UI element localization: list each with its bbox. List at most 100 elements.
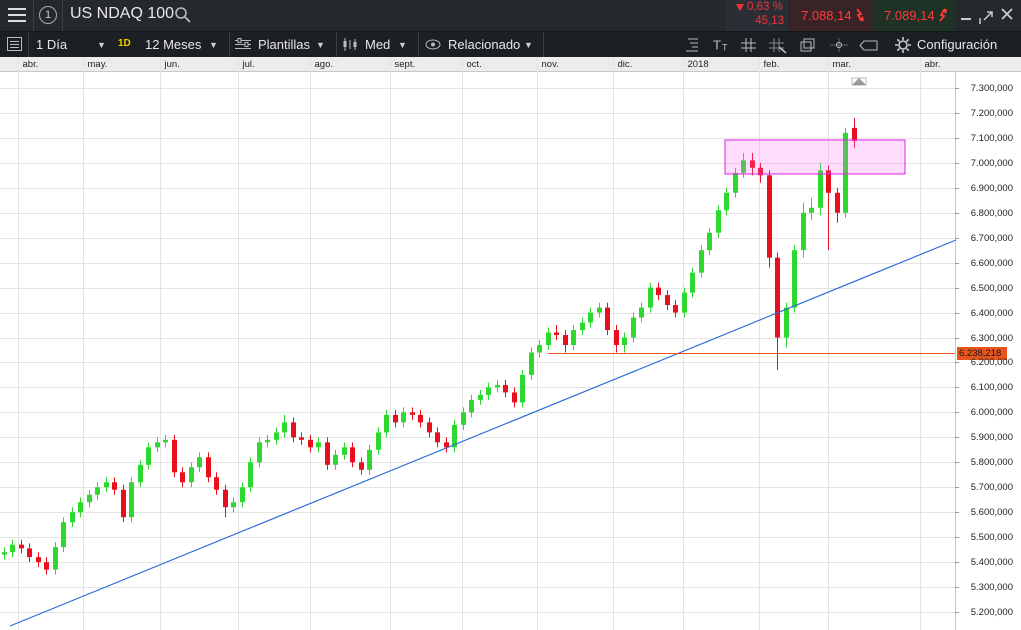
interval-select[interactable]: 1 Día: [36, 37, 68, 52]
y-tick-label: 5.800,000: [971, 457, 1013, 468]
candle-body: [648, 287, 653, 308]
candle-body: [843, 132, 848, 213]
candle-body: [104, 482, 109, 488]
candle-body: [61, 522, 66, 548]
link-badge[interactable]: 1: [39, 6, 57, 24]
candle-body: [597, 307, 602, 313]
candle-body: [503, 384, 508, 393]
candle-body: [767, 175, 772, 258]
candle-body: [563, 335, 568, 346]
candle-body: [801, 212, 806, 251]
trend-line[interactable]: [9, 239, 957, 627]
candle-body: [605, 307, 610, 331]
candle-body: [682, 292, 687, 313]
y-tick-label: 5.300,000: [971, 582, 1013, 593]
candle-body: [78, 502, 83, 513]
x-tick-label: abr.: [23, 59, 39, 70]
y-tick-label: 6.000,000: [971, 407, 1013, 418]
candle-body: [716, 210, 721, 233]
candle-body: [733, 172, 738, 193]
x-tick-label: dic.: [618, 59, 633, 70]
x-tick-label: jun.: [164, 59, 180, 70]
event-marker[interactable]: [852, 78, 866, 85]
candle-body: [724, 192, 729, 211]
sell-price: 7.088,14: [801, 8, 852, 23]
candle-body: [240, 487, 245, 503]
svg-text:T: T: [722, 42, 728, 52]
candle-body: [274, 432, 279, 440]
candle-body: [316, 442, 321, 448]
candle-body: [214, 477, 219, 490]
y-tick-label: 7.100,000: [971, 133, 1013, 144]
candle-body: [588, 312, 593, 323]
price-type-select[interactable]: Med: [365, 37, 391, 52]
panel-icon[interactable]: [7, 37, 22, 51]
y-tick-label: 6.100,000: [971, 382, 1013, 393]
templates-select[interactable]: Plantillas: [258, 37, 311, 52]
y-tick-label: 6.500,000: [971, 283, 1013, 294]
candle-body: [418, 414, 423, 423]
candle-body: [359, 462, 364, 470]
x-tick-label: mar.: [833, 59, 851, 70]
window-controls[interactable]: [956, 0, 1021, 31]
y-tick-label: 5.900,000: [971, 432, 1013, 443]
candle-body: [665, 295, 670, 306]
candle-body: [656, 287, 661, 296]
candle-body: [784, 307, 789, 338]
candle-body: [10, 544, 15, 553]
candle-body: [707, 232, 712, 251]
candle-body: [452, 424, 457, 448]
candle-body: [308, 439, 313, 448]
candle-body: [741, 160, 746, 173]
y-tick-label: 6.800,000: [971, 208, 1013, 219]
candle-body: [189, 467, 194, 483]
candle-body: [342, 447, 347, 455]
candle-body: [121, 489, 126, 518]
candle-body: [95, 487, 100, 495]
buy-button[interactable]: 7.089,14: [873, 0, 955, 31]
candle-body: [614, 330, 619, 346]
related-select[interactable]: Relacionado: [448, 37, 521, 52]
y-tick-label: 7.000,000: [971, 158, 1013, 169]
candle-body: [699, 250, 704, 273]
candle-body: [520, 374, 525, 403]
x-tick-label: jul.: [242, 59, 255, 70]
search-icon[interactable]: [174, 6, 192, 24]
candle-body: [265, 439, 270, 443]
candle-body: [529, 352, 534, 375]
y-tick-label: 5.200,000: [971, 607, 1013, 618]
x-tick-label: feb.: [764, 59, 780, 70]
candle-body: [223, 489, 228, 508]
x-tick-label: abr.: [925, 59, 941, 70]
svg-text:T: T: [713, 37, 721, 52]
candle-body: [27, 548, 32, 558]
zone-rectangle[interactable]: [724, 139, 906, 175]
candle-body: [461, 412, 466, 425]
chart: 6.238,218 abr. may. jun. jul. ago. sept. oct. n…: [0, 57, 1021, 630]
candle-body: [367, 449, 372, 470]
candle-body: [580, 322, 585, 331]
x-tick-label: 2018: [688, 59, 709, 70]
candle-body: [435, 432, 440, 443]
menu-button[interactable]: [8, 8, 26, 22]
candle-body: [291, 422, 296, 438]
candle-body: [792, 250, 797, 308]
candle-body: [554, 332, 559, 336]
settings-button[interactable]: Configuración: [917, 37, 998, 52]
candle-body: [44, 562, 49, 570]
month-axis-band: [0, 57, 1021, 71]
candle-body: [2, 552, 7, 555]
candle-body: [444, 442, 449, 448]
sell-button[interactable]: 7.088,14: [790, 0, 871, 31]
candle-body: [546, 332, 551, 346]
range-select[interactable]: 12 Meses: [145, 37, 202, 52]
candle-body: [36, 557, 41, 563]
symbol-name[interactable]: US NDAQ 100: [70, 5, 175, 22]
candle-body: [622, 337, 627, 346]
candle-body: [750, 160, 755, 168]
candle-body: [163, 439, 168, 443]
interval-badge[interactable]: 1D: [118, 38, 131, 49]
candle-body: [129, 482, 134, 518]
